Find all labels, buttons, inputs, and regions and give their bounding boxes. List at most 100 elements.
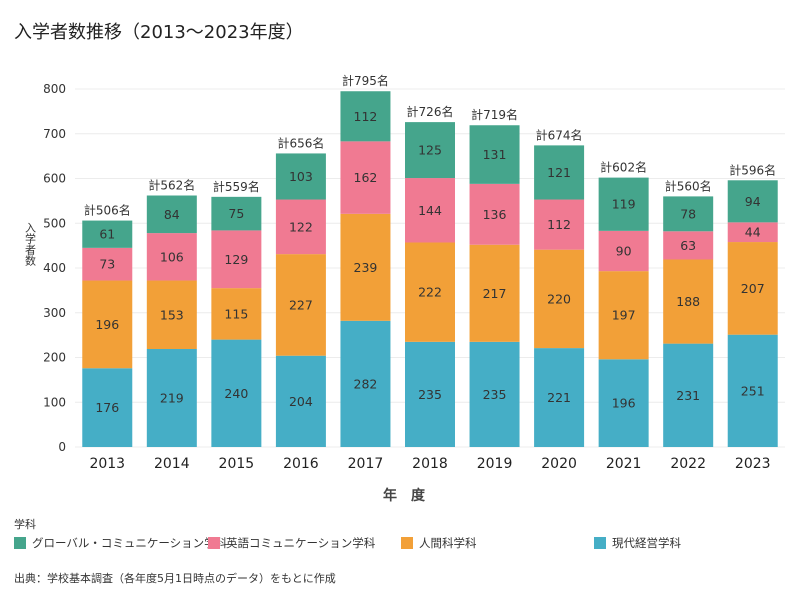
bar-segment [598, 359, 649, 447]
data-label: 129 [224, 252, 248, 267]
data-label: 44 [745, 225, 761, 240]
y-tick-label: 200 [43, 351, 66, 365]
bar-segment [663, 196, 714, 232]
data-label: 204 [289, 394, 313, 409]
legend-label: 人間科学科 [419, 536, 477, 550]
data-label: 219 [160, 390, 184, 405]
total-label: 計559名 [213, 179, 260, 194]
bar-segment [598, 177, 649, 231]
data-label: 106 [160, 249, 184, 264]
data-label: 227 [289, 297, 313, 312]
data-label: 121 [547, 165, 571, 180]
chart-title: 入学者数推移（2013～2023年度） [14, 22, 304, 43]
bar-segment [727, 334, 778, 447]
x-tick-label: 2014 [154, 456, 190, 472]
y-tick-label: 700 [43, 127, 66, 141]
data-label: 221 [547, 390, 571, 405]
bar-segment [82, 247, 133, 281]
data-label: 75 [228, 206, 244, 221]
legend-swatch [401, 537, 413, 549]
total-label: 計674名 [536, 127, 583, 142]
bar-segment [275, 355, 326, 447]
x-tick-label: 2019 [477, 456, 513, 472]
bar-segment [146, 233, 197, 281]
data-label: 78 [680, 206, 696, 221]
legend-title: 学科 [14, 518, 36, 531]
x-tick-label: 2016 [283, 456, 319, 472]
data-label: 231 [676, 388, 700, 403]
legend-item: 現代経営学科 [594, 535, 681, 551]
data-label: 73 [99, 257, 115, 272]
y-tick-label: 800 [43, 82, 66, 96]
legend-label: 英語コミュニケーション学科 [226, 536, 376, 550]
bar-segment [211, 196, 262, 231]
x-tick-label: 2023 [735, 456, 771, 472]
legend-swatch [594, 537, 606, 549]
legend-label: 現代経営学科 [612, 536, 681, 550]
data-label: 144 [418, 203, 442, 218]
data-label: 61 [99, 227, 115, 242]
legend-swatch [14, 537, 26, 549]
bar-segment [82, 220, 133, 248]
bar-segment [146, 348, 197, 447]
bar-segment [340, 141, 391, 214]
data-label: 240 [224, 386, 248, 401]
total-label: 計596名 [729, 162, 776, 177]
data-label: 112 [547, 217, 571, 232]
data-label: 125 [418, 143, 442, 158]
total-label: 計795名 [342, 73, 389, 88]
x-tick-label: 2013 [89, 456, 125, 472]
data-label: 131 [483, 147, 507, 162]
data-label: 222 [418, 285, 442, 300]
legend-swatch [208, 537, 220, 549]
bar-segment [663, 231, 714, 260]
bar-segment [534, 348, 585, 447]
y-tick-label: 400 [43, 261, 66, 275]
y-tick-label: 600 [43, 172, 66, 186]
source-note: 出典：学校基本調査（各年度5月1日時点のデータ）をもとに作成 [14, 572, 336, 585]
data-label: 239 [354, 260, 378, 275]
y-tick-label: 100 [43, 395, 66, 409]
bar-segment [405, 341, 455, 447]
bar-segment [340, 213, 391, 321]
data-label: 217 [483, 286, 507, 301]
y-tick-label: 300 [43, 306, 66, 320]
bar-segment [534, 199, 585, 250]
bar-segment [211, 288, 262, 340]
data-label: 153 [160, 307, 184, 322]
data-label: 235 [418, 387, 442, 402]
bar-segment [534, 249, 585, 349]
data-label: 251 [741, 383, 765, 398]
data-label: 196 [612, 396, 636, 411]
bar-segment [663, 259, 714, 344]
data-label: 196 [95, 317, 119, 332]
bar-segment [598, 271, 649, 360]
legend-item: 英語コミュニケーション学科 [208, 535, 375, 551]
data-label: 63 [680, 238, 696, 253]
bar-segment [469, 244, 520, 342]
bar-segment [275, 199, 326, 255]
bar-segment [146, 195, 197, 234]
total-label: 計562名 [148, 178, 195, 193]
bar-segment [727, 222, 778, 243]
stacked-bar-chart: 0 100 200 300 400 500 600 700 800 入学者数 176 196 73 61 計… [24, 73, 785, 504]
data-label: 94 [745, 194, 761, 209]
data-label: 176 [95, 400, 119, 415]
legend-item: 人間科学科 [401, 535, 477, 551]
data-label: 197 [612, 308, 636, 323]
x-tick-label: 2015 [219, 456, 255, 472]
bar-segment [405, 122, 455, 179]
total-label: 計719名 [471, 107, 518, 122]
legend: グローバル・コミュニケーション学科 英語コミュニケーション学科 人間科学科 現代経営学… [14, 535, 794, 555]
data-label: 188 [676, 294, 700, 309]
legend-label: グローバル・コミュニケーション学科 [32, 536, 228, 550]
x-axis-label: 年 度 [383, 487, 426, 504]
bar-segment [469, 183, 520, 245]
bar-segment [405, 242, 455, 342]
bar-segment [211, 339, 262, 447]
bar-segment [211, 230, 262, 289]
total-label: 計560名 [665, 178, 712, 193]
data-label: 84 [164, 207, 180, 222]
y-tick-label: 500 [43, 216, 66, 230]
x-tick-label: 2022 [670, 456, 706, 472]
